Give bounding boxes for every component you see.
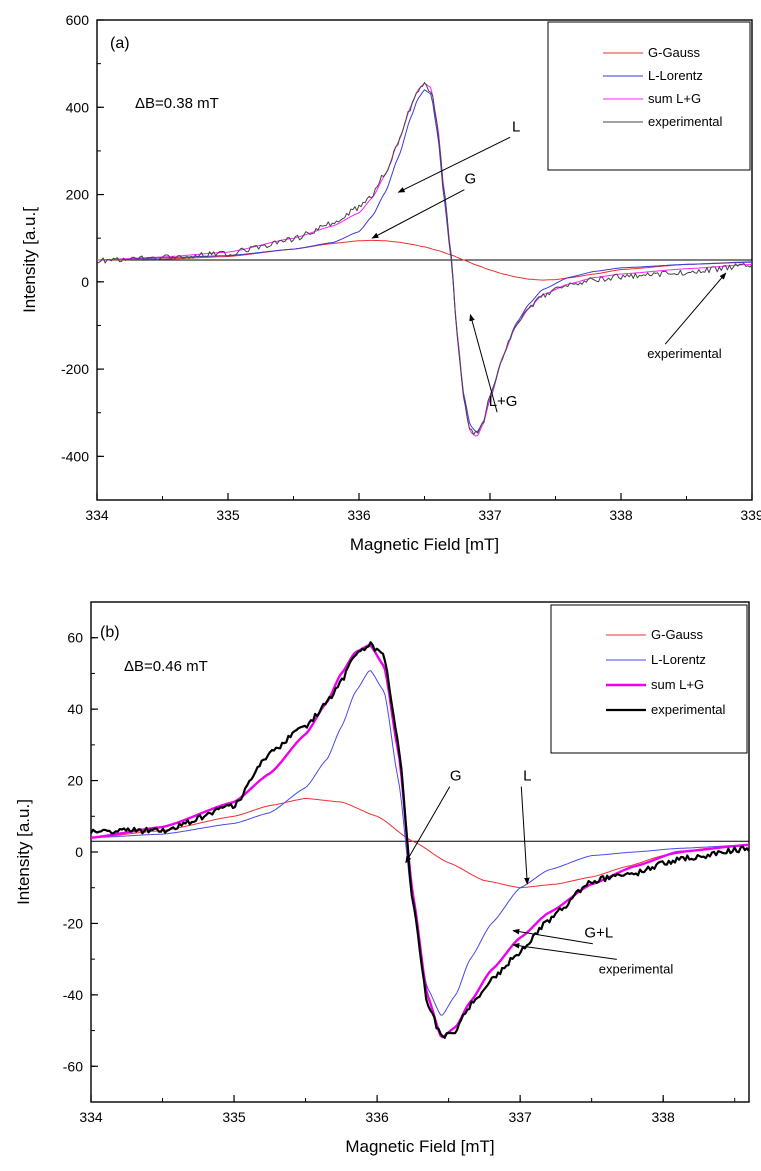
series-line-experimental bbox=[96, 82, 753, 436]
x-tick-label: 338 bbox=[651, 1109, 675, 1125]
x-tick-label: 339 bbox=[740, 507, 761, 523]
y-tick-label: 0 bbox=[81, 274, 89, 290]
annotation-label: G+L bbox=[584, 925, 613, 942]
series-line-experimental bbox=[90, 641, 750, 1039]
annotation-arrow bbox=[512, 928, 593, 945]
x-axis-label: Magnetic Field [mT] bbox=[350, 535, 499, 554]
linewidth-annotation: ΔB=0.38 mT bbox=[135, 95, 219, 112]
legend-entry: G-Gauss bbox=[648, 45, 701, 60]
annotation-arrow bbox=[520, 786, 530, 885]
series-line-g-gauss bbox=[90, 798, 750, 889]
annotation-label: L bbox=[512, 118, 520, 135]
y-tick-label: 20 bbox=[67, 773, 83, 789]
y-tick-label: 600 bbox=[66, 12, 90, 28]
y-tick-label: 400 bbox=[66, 99, 90, 115]
annotation-arrow bbox=[469, 313, 498, 413]
y-tick-label: -60 bbox=[63, 1058, 83, 1074]
chart-panel-b: 334 335 336 337 338 -60 -40 -20 0 20 40 60 Magnetic … bbox=[14, 601, 750, 1156]
linewidth-annotation: ΔB=0.46 mT bbox=[124, 658, 208, 675]
annotation-label: experimental bbox=[599, 961, 674, 976]
annotation-label: G bbox=[450, 768, 462, 785]
x-tick-label: 335 bbox=[216, 507, 240, 523]
legend-entry: G-Gauss bbox=[651, 627, 704, 642]
annotation-arrow bbox=[512, 942, 617, 960]
chart-panel-a: 334 335 336 337 338 339 -400 -200 0 200 400 600 Magn… bbox=[20, 12, 761, 554]
y-tick-label: -40 bbox=[63, 987, 83, 1003]
x-tick-label: 336 bbox=[347, 507, 371, 523]
annotation-arrow bbox=[397, 136, 511, 193]
x-tick-label: 335 bbox=[222, 1109, 246, 1125]
annotation-label: G bbox=[465, 171, 477, 188]
y-axis-label: Intensity [a.u.[ bbox=[20, 207, 39, 313]
y-tick-label: -200 bbox=[61, 361, 89, 377]
legend-entry: experimental bbox=[648, 114, 723, 129]
y-tick-label: 60 bbox=[67, 630, 83, 646]
x-tick-label: 334 bbox=[85, 507, 109, 523]
y-tick-label: 0 bbox=[75, 844, 83, 860]
annotation-arrow bbox=[664, 272, 727, 345]
legend-entry: L-Lorentz bbox=[648, 68, 703, 83]
panel-label: (a) bbox=[110, 35, 130, 52]
x-tick-label: 337 bbox=[508, 1109, 532, 1125]
y-axis-label: Intensity [a.u.] bbox=[14, 799, 33, 905]
x-tick-label: 336 bbox=[365, 1109, 389, 1125]
legend-box bbox=[547, 21, 751, 171]
annotation-label: experimental bbox=[647, 346, 722, 361]
legend-box bbox=[550, 604, 748, 754]
y-tick-label: -20 bbox=[63, 915, 83, 931]
y-tick-label: 40 bbox=[67, 701, 83, 717]
annotation-arrow bbox=[405, 786, 451, 864]
panel-label: (b) bbox=[100, 624, 120, 641]
x-axis-label: Magnetic Field [mT] bbox=[345, 1137, 494, 1156]
y-tick-label: 200 bbox=[66, 187, 90, 203]
y-tick-label: -400 bbox=[61, 448, 89, 464]
annotation-arrow bbox=[371, 189, 465, 239]
series-line-g-gauss bbox=[97, 239, 753, 281]
legend-entry: experimental bbox=[651, 702, 726, 717]
legend-entry: L-Lorentz bbox=[651, 652, 706, 667]
annotation-label: L bbox=[523, 768, 531, 785]
legend-entry: sum L+G bbox=[648, 91, 701, 106]
x-tick-label: 337 bbox=[478, 507, 502, 523]
x-tick-label: 338 bbox=[609, 507, 633, 523]
x-tick-label: 334 bbox=[79, 1109, 103, 1125]
legend-entry: sum L+G bbox=[651, 677, 704, 692]
